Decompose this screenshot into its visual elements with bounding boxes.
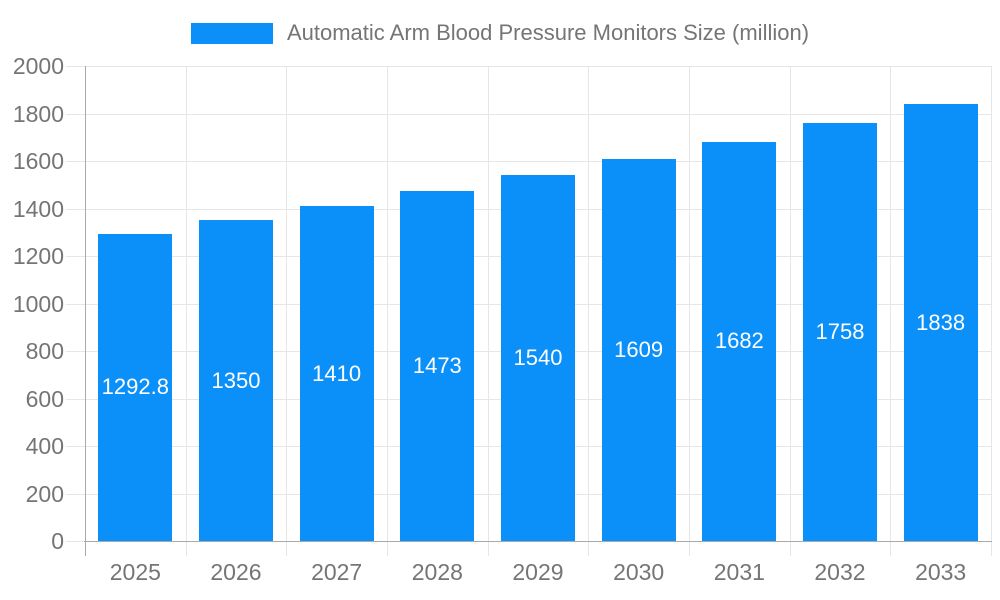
y-axis-tick-label: 2000 xyxy=(12,53,64,79)
bar-value-label: 1758 xyxy=(815,319,865,345)
bar[interactable] xyxy=(601,158,676,541)
y-axis-tick-label: 400 xyxy=(25,433,64,459)
bar[interactable] xyxy=(400,191,475,541)
x-gridline xyxy=(488,66,489,556)
y-axis-tick-label: 800 xyxy=(25,338,64,364)
x-gridline xyxy=(890,66,891,556)
y-gridline xyxy=(66,114,991,115)
x-gridline xyxy=(689,66,690,556)
bar[interactable] xyxy=(501,175,575,541)
y-axis-tick-label: 600 xyxy=(25,386,64,412)
bar-value-label: 1473 xyxy=(412,353,462,379)
x-gridline xyxy=(186,66,187,556)
y-axis-tick-label: 1000 xyxy=(12,291,64,317)
x-axis-tick-label: 2030 xyxy=(613,559,665,585)
bar-value-label: 1540 xyxy=(513,345,563,371)
bar-value-label: 1838 xyxy=(916,309,966,335)
y-axis-tick-label: 1200 xyxy=(12,243,64,269)
x-axis-tick-label: 2026 xyxy=(210,559,262,585)
bar[interactable] xyxy=(702,141,777,541)
bar-value-label: 1609 xyxy=(614,336,664,362)
bar[interactable] xyxy=(199,220,273,541)
legend[interactable]: Automatic Arm Blood Pressure Monitors Si… xyxy=(0,16,1000,50)
bar[interactable] xyxy=(903,104,978,541)
x-gridline xyxy=(790,66,791,556)
x-axis-tick-label: 2025 xyxy=(109,559,161,585)
y-gridline xyxy=(66,66,991,67)
x-axis-tick-label: 2029 xyxy=(512,559,564,585)
bar-value-label: 1410 xyxy=(312,360,362,386)
x-axis-tick-label: 2031 xyxy=(713,559,765,585)
bar[interactable] xyxy=(98,233,173,541)
y-axis-tick-label: 1800 xyxy=(12,101,64,127)
x-gridline xyxy=(588,66,589,556)
x-gridline xyxy=(286,66,287,556)
x-axis-line xyxy=(84,541,992,542)
x-axis-tick-label: 2027 xyxy=(311,559,363,585)
y-axis-tick-label: 0 xyxy=(51,528,64,554)
x-gridline xyxy=(387,66,388,556)
x-axis-tick-label: 2028 xyxy=(411,559,463,585)
y-axis-tick-label: 200 xyxy=(25,481,64,507)
y-axis-line xyxy=(85,66,86,556)
legend-swatch xyxy=(190,22,273,44)
bar[interactable] xyxy=(299,206,374,541)
x-axis-tick-label: 2033 xyxy=(915,559,967,585)
y-axis-tick-label: 1400 xyxy=(12,196,64,222)
bar-value-label: 1292.8 xyxy=(101,374,169,400)
legend-label: Automatic Arm Blood Pressure Monitors Si… xyxy=(286,20,810,45)
x-axis-tick-label: 2032 xyxy=(814,559,866,585)
y-gridline xyxy=(66,161,991,162)
bar[interactable] xyxy=(803,123,877,541)
bar-value-label: 1682 xyxy=(714,328,764,354)
bar-value-label: 1350 xyxy=(211,367,261,393)
x-gridline xyxy=(991,66,992,556)
y-axis-tick-label: 1600 xyxy=(12,148,64,174)
